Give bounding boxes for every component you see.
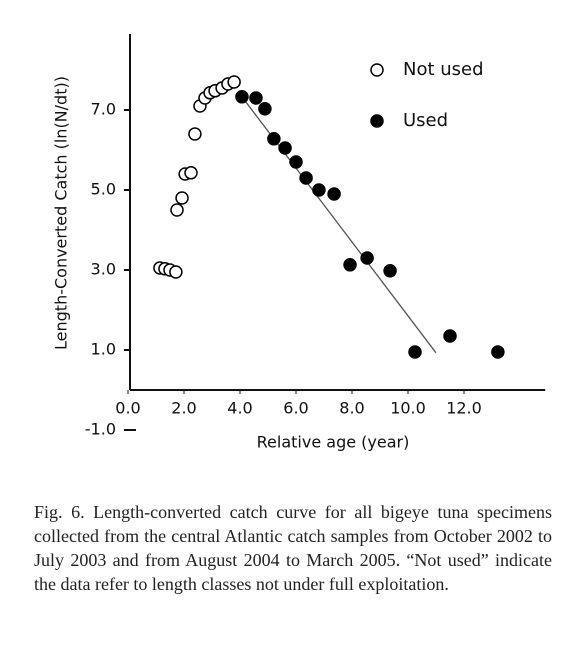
y-tick-label: 1.0	[91, 340, 116, 359]
point	[443, 329, 457, 343]
point	[267, 132, 281, 146]
y-tick-label: 3.0	[91, 260, 116, 279]
point	[258, 102, 272, 116]
x-tick-label: 8.0	[339, 399, 364, 418]
legend-marker	[370, 114, 384, 128]
point	[312, 183, 326, 197]
point	[327, 187, 341, 201]
y-tick-label: 5.0	[91, 180, 116, 199]
point	[184, 166, 198, 180]
legend-label: Used	[403, 110, 448, 131]
point	[408, 345, 422, 359]
point	[383, 264, 397, 278]
point	[289, 155, 303, 169]
legend-label: Not used	[403, 59, 484, 80]
x-axis-label: Relative age (year)	[257, 433, 410, 452]
x-tick-label: 10.0	[390, 399, 426, 418]
x-tick-label: 0.0	[115, 399, 140, 418]
point	[249, 91, 263, 105]
y-axis-label: Length-Converted Catch (ln(N/dt))	[52, 76, 71, 350]
point	[343, 258, 357, 272]
point	[278, 141, 292, 155]
point	[170, 203, 184, 217]
x-tick-label: 2.0	[171, 399, 196, 418]
point	[175, 191, 189, 205]
point	[360, 251, 374, 265]
point	[299, 171, 313, 185]
x-tick-label: 4.0	[227, 399, 252, 418]
point	[235, 90, 249, 104]
x-tick-label: 6.0	[283, 399, 308, 418]
point	[491, 345, 505, 359]
point	[188, 127, 202, 141]
point	[227, 75, 241, 89]
x-tick-label: 12.0	[446, 399, 482, 418]
y-tick-label: 7.0	[91, 100, 116, 119]
point	[169, 265, 183, 279]
y-tick-label: -1.0	[85, 420, 116, 439]
legend-marker	[370, 63, 384, 77]
caption: Fig. 6. Length-converted catch curve for…	[34, 502, 552, 594]
chart: Relative age (year) Length-Converted Cat…	[52, 34, 546, 452]
